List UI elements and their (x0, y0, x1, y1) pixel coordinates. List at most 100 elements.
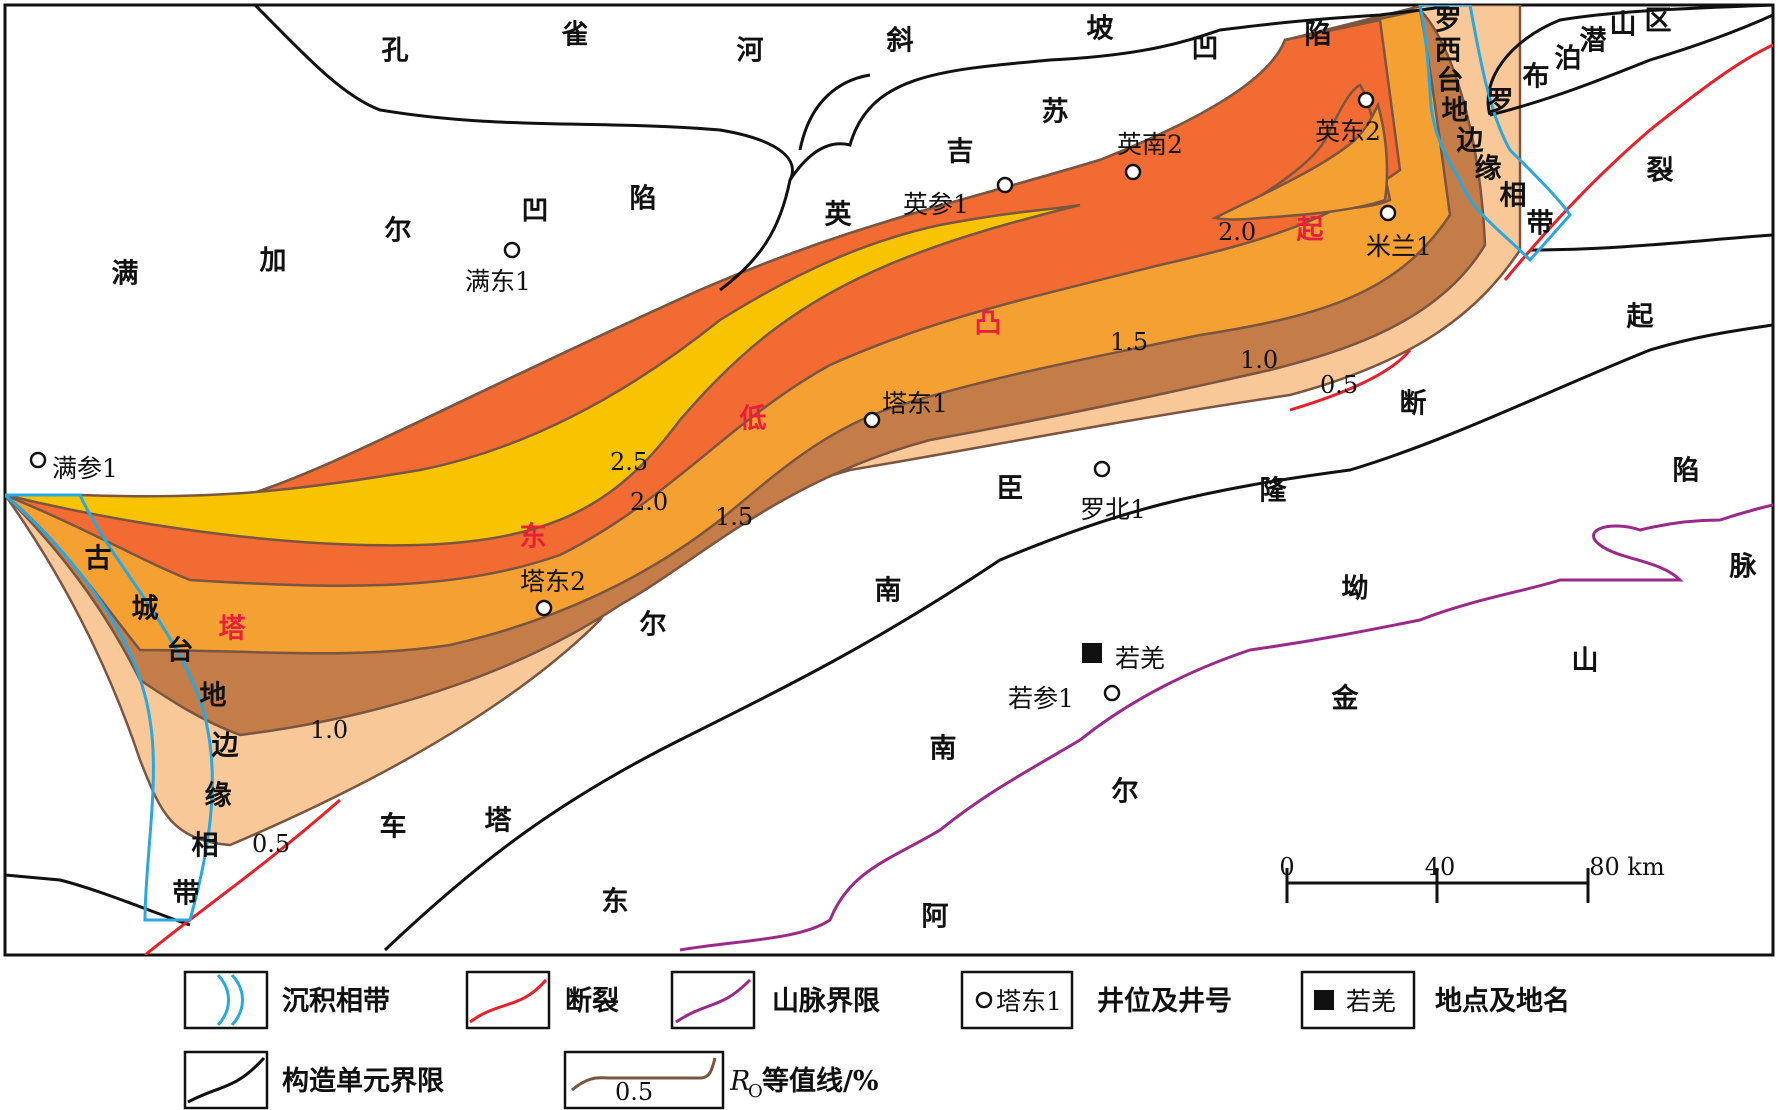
legend-fault-label: 断裂 (565, 986, 619, 1017)
region-kongque-fault-1: 裂 (1647, 156, 1674, 187)
region-tarim-4: 隆 (1260, 476, 1288, 507)
region-tarim-1: 尔 (640, 610, 667, 641)
legend-ro-symbol: R (729, 1066, 750, 1097)
region-kongquehe-2: 雀 (562, 20, 589, 51)
facies-zone-luoxi (1418, 5, 1572, 263)
region-luoxi-2: 西 (1435, 36, 1462, 67)
well-tadong2-label: 塔东2 (520, 567, 586, 596)
well-yingdong2: 英东2 (1315, 91, 1381, 146)
wells: 满参1 满东1 英参1 英南2 英东2 米兰1 (29, 91, 1432, 713)
region-tadong-low-3: 低 (739, 404, 767, 435)
place-ruoqiang: 若羌 (1082, 643, 1165, 673)
region-kongque-fault-4: 陷 (1673, 456, 1700, 487)
legend-tectonic-label: 构造单元界限 (282, 1066, 444, 1097)
contour-label-1-5-east: 1.5 (1110, 328, 1148, 356)
contour-labels: 2.5 2.0 1.5 1.0 0.5 2.0 1.5 1.0 0.5 (252, 218, 1358, 858)
fault-east (1289, 43, 1773, 412)
region-gucheng-5: 边 (212, 731, 240, 762)
legend-tectonic: 构造单元界限 (183, 1050, 444, 1110)
well-mandong1-label: 满东1 (465, 267, 531, 296)
legend: 沉积相带 断裂 山脉界限 塔东1 井位及井号 若羌 地点及地名 构造单元界限 (183, 970, 1570, 1110)
region-kongquehe-1: 孔 (382, 36, 409, 67)
region-kongquehe-4: 斜 (886, 26, 914, 57)
region-gucheng-1: 古 (85, 544, 112, 575)
region-tarim-8: 金 (1331, 683, 1360, 715)
well-luobei1-label: 罗北1 (1080, 495, 1146, 524)
region-luoxi-5: 边 (1457, 126, 1485, 157)
region-luoxi-3: 台 (1437, 65, 1464, 97)
legend-mountain: 山脉界限 (670, 970, 880, 1030)
region-tarim-10: 南 (930, 734, 957, 765)
contour-label-1-0-west: 1.0 (310, 716, 348, 744)
region-luoxi-1: 罗 (1435, 6, 1462, 37)
well-tadong1-label: 塔东1 (882, 389, 948, 418)
region-manjiaer-5: 陷 (630, 184, 657, 215)
legend-place: 若羌 地点及地名 (1300, 970, 1570, 1030)
region-luobupo-6: 区 (1645, 6, 1672, 37)
contour-label-2-0-west: 2.0 (630, 488, 668, 516)
facies-zone-gucheng (5, 493, 214, 922)
region-luobupo-5: 山 (1610, 10, 1637, 41)
contour-label-2-0-east: 2.0 (1218, 218, 1256, 246)
region-gucheng-7: 相 (192, 831, 219, 862)
legend-mountain-label: 山脉界限 (772, 986, 880, 1017)
legend-facies-label: 沉积相带 (282, 986, 390, 1017)
region-tadong-low-1: 塔 (219, 614, 247, 645)
region-kongque-fault-2: 起 (1627, 302, 1655, 333)
scale-tick-40: 40 (1425, 853, 1456, 881)
region-luoxi-7: 相 (1500, 181, 1527, 212)
region-manjiaer-1: 满 (112, 259, 139, 290)
region-luoxi-4: 地 (1442, 96, 1469, 127)
contour-label-0-5-east: 0.5 (1320, 371, 1358, 399)
region-kongquehe-3: 河 (737, 36, 764, 67)
well-yingdong2-label: 英东2 (1315, 117, 1381, 146)
region-mountains-2: 山 (1572, 646, 1599, 677)
tectonic-boundaries (5, 5, 1773, 952)
region-luoxi-6: 缘 (1475, 154, 1502, 185)
region-gucheng-8: 带 (173, 879, 200, 910)
legend-ro-sub: O (748, 1081, 763, 1102)
legend-facies: 沉积相带 (183, 970, 390, 1030)
well-ruocan1: 若参1 (1008, 684, 1121, 713)
legend-well: 塔东1 井位及井号 (960, 970, 1232, 1030)
region-tarim-2: 南 (875, 576, 902, 607)
legend-contour-label: 等值线/% (762, 1065, 879, 1097)
region-yingjisu-1: 英 (825, 200, 853, 231)
region-labels: 孔 雀 河 斜 坡 凹 陷 满 加 尔 凹 陷 英 吉 苏 罗 布 泊 潜 山 … (85, 6, 1758, 933)
region-luobupo-3: 泊 (1555, 44, 1582, 75)
well-mancan1: 满参1 (29, 451, 118, 483)
fault-southwest (144, 798, 341, 955)
region-gucheng-3: 台 (167, 635, 194, 667)
well-mandong1: 满东1 (465, 241, 531, 296)
region-yingjisu-2: 吉 (947, 137, 974, 168)
region-tarim-11: 车 (380, 811, 407, 843)
region-manjiaer-3: 尔 (385, 216, 412, 247)
well-luobei1: 罗北1 (1080, 460, 1146, 524)
region-gucheng-4: 地 (200, 681, 227, 712)
legend-fault: 断裂 (465, 970, 619, 1030)
region-tarim-9: 尔 (1112, 777, 1139, 808)
region-tarim-7: 阿 (922, 902, 949, 933)
region-tarim-6: 东 (602, 886, 629, 918)
ro-zone-2-5 (5, 203, 1081, 547)
well-yingnan2: 英南2 (1117, 130, 1183, 181)
well-yingcan1-label: 英参1 (903, 190, 969, 219)
ro-zone-1-5-core (1211, 101, 1389, 221)
tectonic-boundary-yingjisu (798, 73, 871, 151)
region-tadong-low-5: 起 (1297, 215, 1325, 246)
well-milan1-label: 米兰1 (1366, 232, 1432, 261)
legend-well-label: 井位及井号 (1097, 985, 1232, 1017)
mountain-boundary (679, 503, 1773, 952)
region-kongquehe-7: 陷 (1305, 20, 1332, 51)
region-yingjisu-3: 苏 (1042, 97, 1069, 128)
region-kongquehe-5: 坡 (1087, 14, 1114, 45)
region-manjiaer-4: 凹 (522, 196, 549, 227)
tectonic-boundary-luobupo (1486, 5, 1773, 117)
facies-zones (5, 5, 1572, 922)
well-ruocan1-label: 若参1 (1008, 684, 1074, 713)
region-luoxi-8: 带 (1527, 209, 1554, 240)
well-tadong1: 塔东1 (863, 389, 948, 429)
legend-place-sample: 若羌 (1346, 987, 1396, 1016)
region-tadong-low-4: 凸 (975, 309, 1002, 340)
